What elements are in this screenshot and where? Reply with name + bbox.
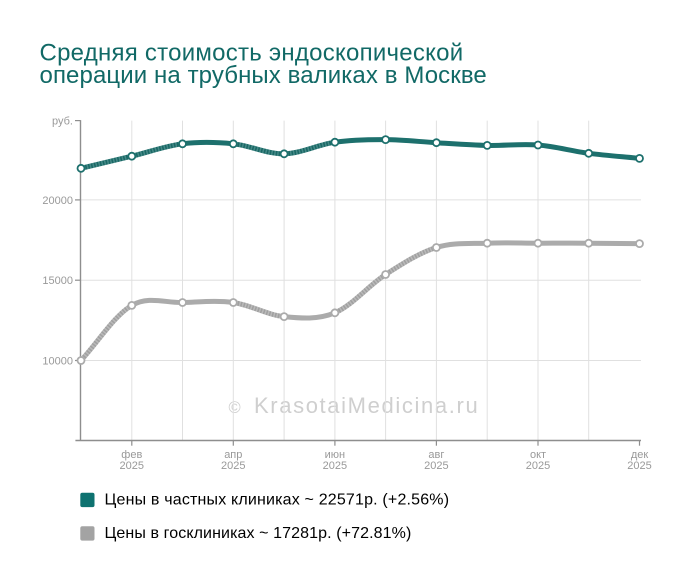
svg-text:апр: апр bbox=[224, 449, 242, 461]
svg-text:фев: фев bbox=[121, 449, 142, 461]
svg-text:2025: 2025 bbox=[526, 460, 550, 472]
svg-text:© KrasotaiMedicina.ru: © KrasotaiMedicina.ru bbox=[229, 393, 480, 418]
svg-text:операции на трубных валиках в: операции на трубных валиках в Москве bbox=[40, 62, 487, 89]
svg-text:2025: 2025 bbox=[221, 460, 245, 472]
svg-text:15000: 15000 bbox=[42, 275, 73, 287]
svg-text:дек: дек bbox=[631, 449, 649, 461]
svg-text:2025: 2025 bbox=[627, 460, 651, 472]
svg-text:июн: июн bbox=[325, 449, 345, 461]
svg-text:Цены в частных клиниках ~ 2257: Цены в частных клиниках ~ 22571р. (+2.56… bbox=[105, 492, 450, 509]
svg-text:20000: 20000 bbox=[42, 195, 73, 207]
svg-text:2025: 2025 bbox=[120, 460, 144, 472]
svg-text:авг: авг bbox=[428, 449, 444, 461]
svg-text:Цены в госклиниках ~ 17281р. (: Цены в госклиниках ~ 17281р. (+72.81%) bbox=[105, 525, 412, 542]
svg-text:10000: 10000 bbox=[42, 355, 73, 367]
svg-text:руб.: руб. bbox=[52, 116, 73, 128]
svg-text:2025: 2025 bbox=[323, 460, 347, 472]
svg-text:2025: 2025 bbox=[424, 460, 448, 472]
svg-text:Средняя стоимость эндоскопичес: Средняя стоимость эндоскопической bbox=[40, 39, 464, 66]
svg-text:окт: окт bbox=[530, 449, 546, 461]
